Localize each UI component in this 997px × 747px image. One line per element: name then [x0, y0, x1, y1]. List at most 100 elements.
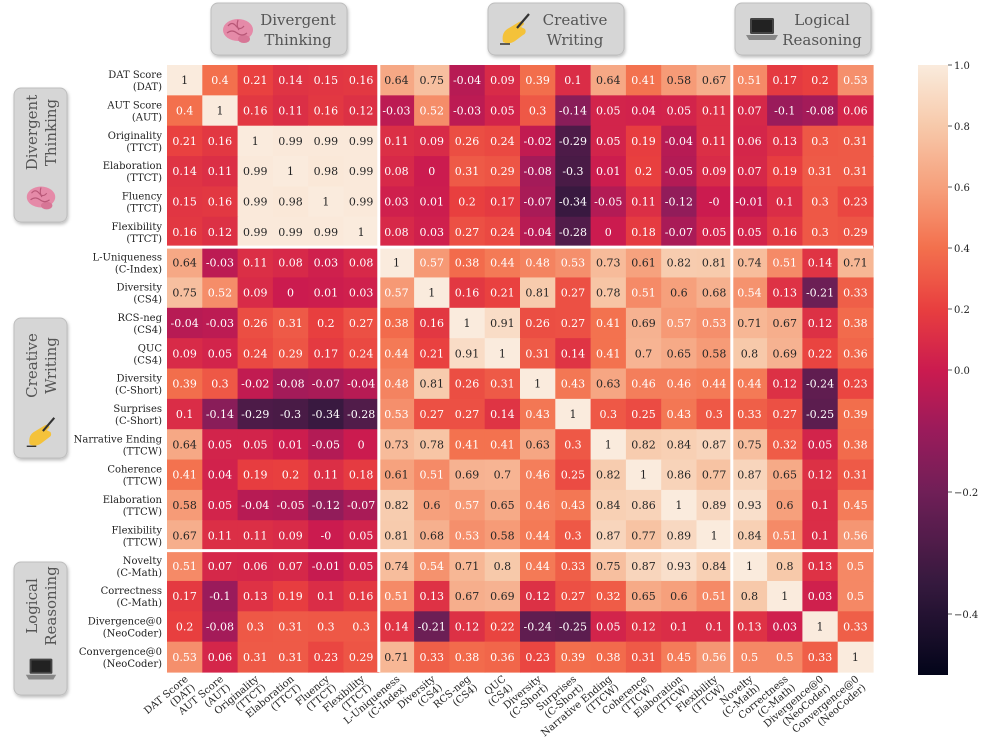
heatmap-cell: 0.08	[272, 247, 309, 279]
cell-value-label: 0.03	[773, 620, 798, 633]
cell-value-label: 1	[746, 560, 753, 573]
cell-fill	[272, 459, 309, 491]
heatmap-cell: 0.33	[837, 277, 874, 309]
cell-value-label: 0.58	[490, 529, 515, 542]
cell-value-label: 0.24	[349, 347, 374, 360]
cell-fill	[449, 368, 486, 400]
cell-value-label: 0.27	[420, 408, 445, 421]
cell-fill	[802, 641, 839, 673]
cell-fill	[237, 489, 274, 521]
cell-fill	[767, 611, 803, 643]
cell-fill	[661, 338, 698, 370]
cell-fill	[625, 641, 662, 673]
cell-fill	[802, 65, 839, 96]
cell-fill	[590, 277, 627, 309]
heatmap-cell: 0.81	[520, 277, 556, 309]
cell-fill	[767, 186, 803, 218]
cell-value-label: 0.51	[737, 74, 762, 87]
cell-fill	[767, 429, 803, 461]
cell-fill	[837, 65, 874, 96]
cell-value-label: 0.05	[349, 529, 374, 542]
left-group-header: CreativeWriting	[13, 317, 68, 459]
row-label: QUC (CS4)	[133, 343, 162, 366]
heatmap-cell: 0.38	[449, 247, 486, 279]
cell-value-label: 0.32	[596, 590, 621, 603]
cell-value-label: 0.3	[811, 226, 829, 239]
cell-value-label: 0.6	[670, 287, 688, 300]
cell-value-label: 0.07	[278, 560, 303, 573]
cell-value-label: 0.89	[667, 529, 692, 542]
cell-value-label: 0.13	[737, 620, 762, 633]
cell-fill	[308, 641, 345, 673]
heatmap-cell: 0.67	[449, 580, 486, 612]
heatmap-cell: -0.08	[202, 611, 239, 643]
cell-fill	[590, 520, 627, 552]
cell-fill	[625, 429, 662, 461]
heatmap-cell: 0.8	[767, 550, 803, 582]
cell-value-label: 0.11	[278, 105, 303, 118]
heatmap-cell: 0.67	[167, 520, 203, 552]
heatmap-cell: 1	[555, 398, 592, 430]
heatmap-cell: -0.07	[661, 216, 698, 248]
cell-value-label: 0.1	[811, 499, 829, 512]
heatmap-cell: 0.16	[414, 307, 450, 339]
heatmap-cell: 0.81	[696, 247, 733, 279]
cell-value-label: 0.3	[811, 196, 829, 209]
heatmap-cell: 0.75	[167, 277, 203, 309]
heatmap-cell: -0.24	[802, 368, 839, 400]
cell-value-label: 0.23	[843, 378, 868, 391]
cell-value-label: -0.03	[453, 105, 481, 118]
cell-fill	[837, 398, 874, 430]
cell-fill	[590, 429, 627, 461]
cell-fill	[555, 307, 592, 339]
cell-fill	[520, 186, 556, 218]
top-group-header: Divergent Thinking	[210, 2, 348, 56]
cell-fill	[696, 186, 733, 218]
cell-fill	[484, 641, 521, 673]
cell-value-label: 0.5	[847, 560, 865, 573]
cell-value-label: -0.29	[559, 135, 587, 148]
heatmap-cell: 0.78	[414, 429, 450, 461]
cell-fill	[696, 429, 733, 461]
cell-value-label: 0.23	[843, 196, 868, 209]
cell-fill	[237, 641, 274, 673]
cell-value-label: 1	[322, 196, 329, 209]
cell-fill	[767, 580, 803, 612]
cell-value-label: 1	[252, 135, 259, 148]
heatmap-cell: 0.05	[661, 95, 698, 127]
cell-value-label: 0.08	[384, 165, 409, 178]
laptop-icon	[25, 658, 57, 680]
heatmap-cell: -0.01	[731, 186, 768, 218]
cell-fill	[625, 489, 662, 521]
heatmap-cell: 0.7	[625, 338, 662, 370]
cell-value-label: 0.54	[420, 560, 445, 573]
cell-fill	[802, 216, 839, 248]
cell-value-label: 0.16	[314, 105, 339, 118]
cell-fill	[484, 338, 521, 370]
cell-value-label: 0.26	[525, 317, 550, 330]
group-box	[13, 561, 68, 696]
cell-value-label: 0.26	[455, 378, 480, 391]
cell-value-label: 0.71	[737, 317, 762, 330]
cell-fill	[378, 489, 415, 521]
heatmap-cell: 0.52	[414, 95, 450, 127]
heatmap-cell: 0.23	[308, 641, 345, 673]
cell-fill	[202, 65, 239, 96]
cell-fill	[272, 216, 309, 248]
cell-fill	[237, 459, 274, 491]
heatmap-cell: 0.99	[272, 125, 309, 157]
cell-value-label: 0.57	[455, 499, 480, 512]
cell-value-label: 0.53	[561, 256, 586, 269]
cell-fill	[202, 125, 239, 157]
cell-value-label: 0.46	[631, 378, 656, 391]
heatmap-cell: 0.53	[167, 641, 203, 673]
cell-fill	[802, 338, 839, 370]
cell-value-label: 0.31	[843, 135, 868, 148]
cell-value-label: 0.99	[278, 135, 303, 148]
cell-value-label: 1	[216, 105, 223, 118]
heatmap-cell: 0.22	[484, 611, 521, 643]
group-box	[487, 2, 625, 56]
heatmap-cell: 0.12	[202, 216, 239, 248]
heatmap-cell: -0	[308, 520, 345, 552]
